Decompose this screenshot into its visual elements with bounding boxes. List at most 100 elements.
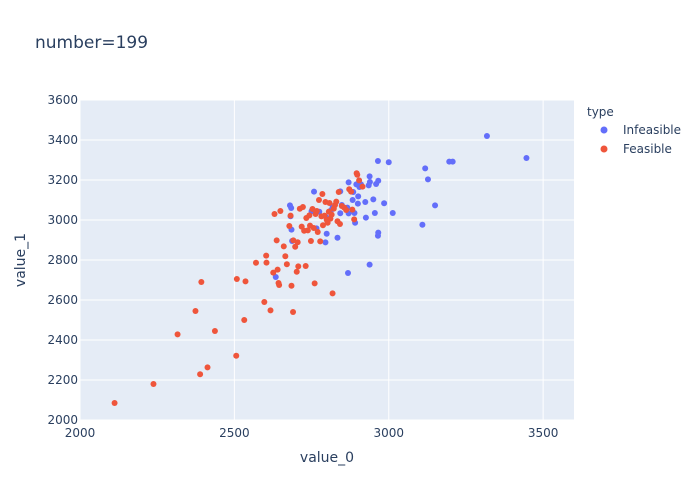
data-point[interactable] bbox=[333, 198, 340, 205]
data-point[interactable] bbox=[374, 158, 381, 164]
data-point[interactable] bbox=[311, 188, 318, 195]
data-point[interactable] bbox=[317, 238, 324, 245]
legend[interactable]: type Infeasible Feasible bbox=[587, 105, 681, 156]
data-point[interactable] bbox=[349, 206, 356, 213]
data-point[interactable] bbox=[344, 270, 351, 276]
data-point[interactable] bbox=[355, 193, 362, 200]
data-point[interactable] bbox=[419, 221, 426, 228]
data-point[interactable] bbox=[351, 216, 358, 223]
data-point[interactable] bbox=[389, 210, 396, 216]
legend-item-infeasible[interactable]: Infeasible bbox=[600, 123, 682, 137]
data-point[interactable] bbox=[233, 276, 240, 282]
data-point[interactable] bbox=[319, 191, 326, 197]
data-point[interactable] bbox=[211, 328, 218, 334]
data-point[interactable] bbox=[288, 205, 295, 211]
data-point[interactable] bbox=[424, 176, 431, 183]
data-point[interactable] bbox=[263, 252, 270, 259]
data-point[interactable] bbox=[366, 173, 373, 180]
data-point[interactable] bbox=[315, 197, 322, 203]
x-tick-label: 3000 bbox=[373, 426, 404, 440]
data-point[interactable] bbox=[293, 268, 300, 275]
data-point[interactable] bbox=[422, 165, 429, 172]
data-point[interactable] bbox=[197, 371, 204, 378]
legend-item-feasible[interactable]: Feasible bbox=[600, 142, 672, 156]
data-point[interactable] bbox=[198, 279, 205, 285]
data-point[interactable] bbox=[304, 227, 311, 234]
data-point[interactable] bbox=[356, 177, 363, 184]
data-point[interactable] bbox=[276, 282, 283, 288]
data-point[interactable] bbox=[314, 229, 321, 235]
data-point[interactable] bbox=[446, 158, 453, 165]
data-point[interactable] bbox=[359, 183, 366, 190]
data-point[interactable] bbox=[271, 211, 278, 217]
tick-labels: 2000 2500 3000 3500 2000 2200 2400 2600 2800 3000… bbox=[47, 93, 558, 440]
data-point[interactable] bbox=[354, 171, 361, 178]
data-point[interactable] bbox=[343, 207, 350, 213]
data-point[interactable] bbox=[366, 261, 373, 268]
data-point[interactable] bbox=[192, 308, 199, 314]
data-point[interactable] bbox=[267, 307, 274, 314]
data-point[interactable] bbox=[270, 269, 277, 276]
data-point[interactable] bbox=[292, 243, 299, 250]
data-point[interactable] bbox=[263, 259, 270, 266]
data-point[interactable] bbox=[322, 239, 329, 246]
data-point[interactable] bbox=[272, 274, 279, 280]
data-point[interactable] bbox=[282, 253, 289, 260]
legend-label: Feasible bbox=[623, 142, 672, 156]
data-point[interactable] bbox=[299, 204, 306, 210]
data-point[interactable] bbox=[362, 199, 369, 205]
data-point[interactable] bbox=[241, 317, 248, 323]
data-point[interactable] bbox=[337, 210, 344, 217]
data-point[interactable] bbox=[326, 200, 333, 206]
data-point[interactable] bbox=[295, 263, 302, 270]
data-point[interactable] bbox=[335, 189, 342, 195]
data-point[interactable] bbox=[313, 208, 320, 214]
data-point[interactable] bbox=[274, 266, 281, 273]
data-point[interactable] bbox=[306, 212, 313, 219]
data-point[interactable] bbox=[273, 237, 280, 244]
data-point[interactable] bbox=[307, 238, 314, 244]
data-point[interactable] bbox=[373, 181, 380, 187]
data-point[interactable] bbox=[288, 282, 295, 289]
data-point[interactable] bbox=[204, 364, 211, 371]
data-point[interactable] bbox=[483, 133, 490, 139]
data-point[interactable] bbox=[432, 202, 439, 209]
data-point[interactable] bbox=[294, 239, 301, 246]
data-point[interactable] bbox=[290, 309, 297, 315]
data-point[interactable] bbox=[345, 179, 352, 186]
legend-items[interactable]: Infeasible Feasible bbox=[600, 123, 682, 156]
data-point[interactable] bbox=[523, 155, 530, 161]
data-point[interactable] bbox=[323, 230, 330, 237]
data-point[interactable] bbox=[354, 200, 361, 207]
data-point[interactable] bbox=[261, 299, 268, 305]
data-point[interactable] bbox=[286, 223, 293, 229]
data-point[interactable] bbox=[287, 212, 294, 219]
data-point[interactable] bbox=[334, 234, 341, 241]
data-point[interactable] bbox=[302, 263, 309, 269]
data-point[interactable] bbox=[277, 208, 284, 214]
data-point[interactable] bbox=[381, 200, 388, 207]
data-point[interactable] bbox=[362, 214, 369, 221]
data-point[interactable] bbox=[371, 210, 378, 216]
data-point[interactable] bbox=[311, 280, 318, 287]
data-point[interactable] bbox=[329, 290, 336, 297]
data-point[interactable] bbox=[365, 182, 372, 189]
data-point[interactable] bbox=[348, 188, 355, 195]
data-point[interactable] bbox=[328, 211, 335, 218]
data-point[interactable] bbox=[242, 278, 249, 285]
data-point[interactable] bbox=[310, 225, 317, 231]
data-point[interactable] bbox=[283, 261, 290, 268]
data-point[interactable] bbox=[349, 197, 356, 203]
data-point[interactable] bbox=[319, 222, 326, 229]
data-point[interactable] bbox=[150, 381, 157, 387]
data-point[interactable] bbox=[385, 159, 392, 166]
data-point[interactable] bbox=[233, 352, 240, 359]
data-point[interactable] bbox=[252, 259, 259, 266]
data-point[interactable] bbox=[280, 243, 287, 250]
data-point[interactable] bbox=[111, 400, 118, 406]
data-point[interactable] bbox=[374, 232, 381, 239]
chart-title: number=199 bbox=[35, 33, 149, 53]
data-point[interactable] bbox=[370, 196, 377, 203]
data-point[interactable] bbox=[174, 331, 181, 338]
data-point[interactable] bbox=[336, 221, 343, 227]
